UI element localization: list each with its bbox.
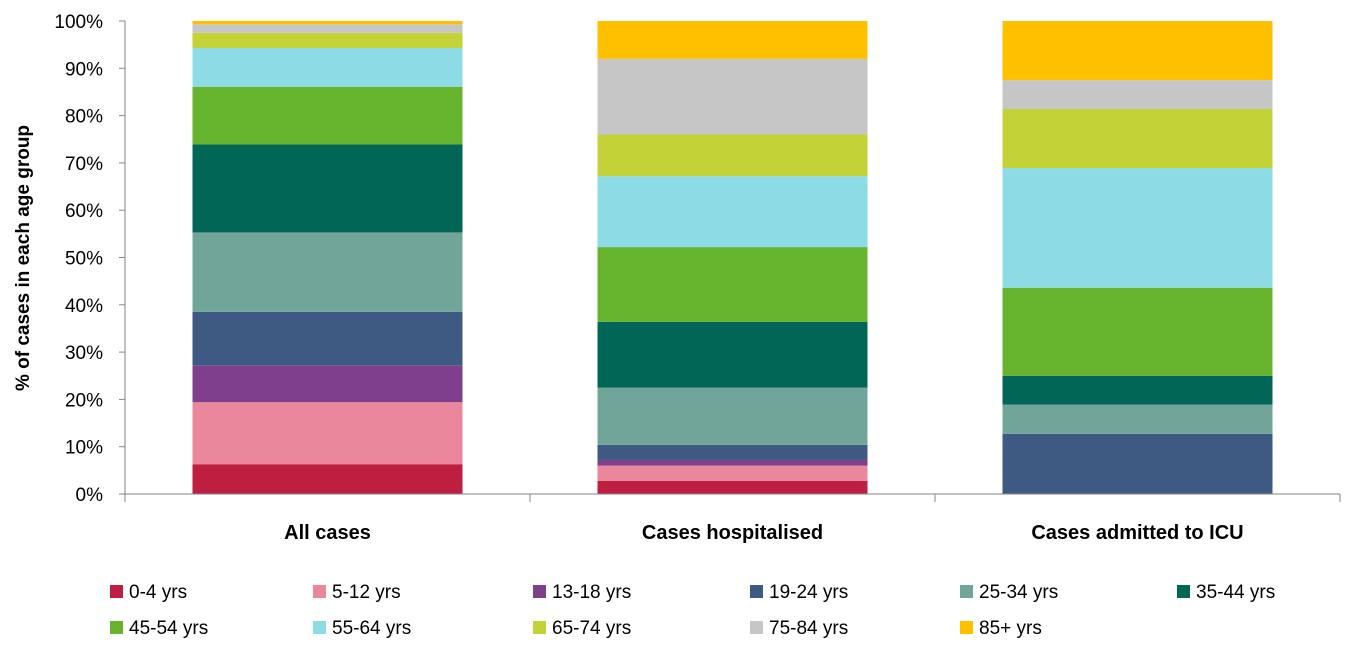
bar-segment-25-34-yrs-1	[597, 387, 868, 445]
y-tick-label: 90%	[65, 59, 103, 80]
bar-segment-19-24-yrs-2	[1002, 433, 1273, 494]
x-category-label: Cases hospitalised	[642, 522, 823, 544]
bar-segment-75-84-yrs-2	[1002, 80, 1273, 109]
legend-label: 0-4 yrs	[129, 582, 187, 603]
y-axis-title: % of cases in each age group	[13, 125, 34, 391]
legend: 0-4 yrs 5-12 yrs 13-18 yrs 19-24 yrs 25-34 y…	[110, 582, 1275, 639]
legend-label: 45-54 yrs	[129, 618, 208, 639]
bar-segment-85-yrs-1	[597, 21, 868, 59]
bar-segment-5-12-yrs-0	[192, 402, 463, 465]
bar-segment-45-54-yrs-0	[192, 86, 463, 145]
bar-segment-55-64-yrs-2	[1002, 168, 1273, 288]
legend-swatch	[1177, 585, 1190, 598]
bar-segment-13-18-yrs-1	[597, 459, 868, 466]
y-tick-label: 40%	[65, 296, 103, 317]
legend-item: 65-74 yrs	[533, 618, 631, 639]
legend-item: 0-4 yrs	[110, 582, 187, 603]
legend-label: 85+ yrs	[979, 618, 1042, 639]
bar-segment-75-84-yrs-0	[192, 24, 463, 33]
y-tick-label: 30%	[65, 343, 103, 364]
bar-segment-65-74-yrs-0	[192, 32, 463, 48]
y-tick-label: 60%	[65, 201, 103, 222]
axes-group	[119, 20, 1341, 502]
legend-item: 13-18 yrs	[533, 582, 631, 603]
y-tick-labels: 0% 10% 20% 30% 40% 50% 60% 70% 80% 90% 100%	[54, 12, 103, 506]
bar-segment-5-12-yrs-1	[597, 465, 868, 481]
legend-item: 45-54 yrs	[110, 618, 208, 639]
legend-swatch	[750, 585, 763, 598]
legend-swatch	[750, 621, 763, 634]
legend-label: 65-74 yrs	[552, 618, 631, 639]
bar-segment-19-24-yrs-0	[192, 311, 463, 366]
legend-swatch	[313, 585, 326, 598]
bar-segment-35-44-yrs-0	[192, 144, 463, 233]
y-tick-label: 10%	[65, 438, 103, 459]
bar-segment-65-74-yrs-2	[1002, 108, 1273, 169]
legend-label: 25-34 yrs	[979, 582, 1058, 603]
bar-segment-55-64-yrs-0	[192, 47, 463, 87]
bar-segment-45-54-yrs-1	[597, 247, 868, 322]
bar-segment-65-74-yrs-1	[597, 134, 868, 177]
bar-segment-0-4-yrs-0	[192, 464, 463, 494]
y-tick-label: 70%	[65, 154, 103, 175]
legend-item: 55-64 yrs	[313, 618, 411, 639]
bar-segment-85-yrs-2	[1002, 21, 1273, 81]
legend-label: 75-84 yrs	[769, 618, 848, 639]
bar-segment-55-64-yrs-1	[597, 176, 868, 248]
bar-segment-25-34-yrs-0	[192, 232, 463, 312]
x-category-labels: All cases Cases hospitalised Cases admitte…	[284, 522, 1244, 544]
bar-segment-45-54-yrs-2	[1002, 287, 1273, 376]
legend-label: 35-44 yrs	[1196, 582, 1275, 603]
legend-swatch	[110, 621, 123, 634]
legend-label: 13-18 yrs	[552, 582, 631, 603]
legend-item: 75-84 yrs	[750, 618, 848, 639]
y-tick-label: 100%	[54, 12, 103, 33]
bar-segment-0-4-yrs-1	[597, 480, 868, 494]
y-tick-label: 50%	[65, 249, 103, 270]
bar-segment-13-18-yrs-0	[192, 365, 463, 403]
legend-item: 25-34 yrs	[960, 582, 1058, 603]
legend-swatch	[110, 585, 123, 598]
bar-segment-35-44-yrs-1	[597, 321, 868, 388]
bar-segment-35-44-yrs-2	[1002, 375, 1273, 405]
legend-swatch	[533, 585, 546, 598]
legend-swatch	[960, 621, 973, 634]
legend-swatch	[533, 621, 546, 634]
legend-swatch	[960, 585, 973, 598]
y-tick-label: 0%	[76, 485, 104, 506]
legend-swatch	[313, 621, 326, 634]
x-category-label: Cases admitted to ICU	[1031, 522, 1243, 544]
y-tick-label: 80%	[65, 107, 103, 128]
bar-segment-19-24-yrs-1	[597, 444, 868, 460]
legend-item: 85+ yrs	[960, 618, 1042, 639]
bar-segment-25-34-yrs-2	[1002, 404, 1273, 434]
bars-group	[192, 21, 1273, 494]
y-tick-label: 20%	[65, 390, 103, 411]
x-category-label: All cases	[284, 522, 371, 544]
legend-label: 5-12 yrs	[332, 582, 401, 603]
bar-segment-75-84-yrs-1	[597, 58, 868, 135]
legend-item: 35-44 yrs	[1177, 582, 1275, 603]
legend-label: 19-24 yrs	[769, 582, 848, 603]
legend-item: 19-24 yrs	[750, 582, 848, 603]
legend-item: 5-12 yrs	[313, 582, 401, 603]
bar-segment-85-yrs-0	[192, 21, 463, 25]
legend-label: 55-64 yrs	[332, 618, 411, 639]
